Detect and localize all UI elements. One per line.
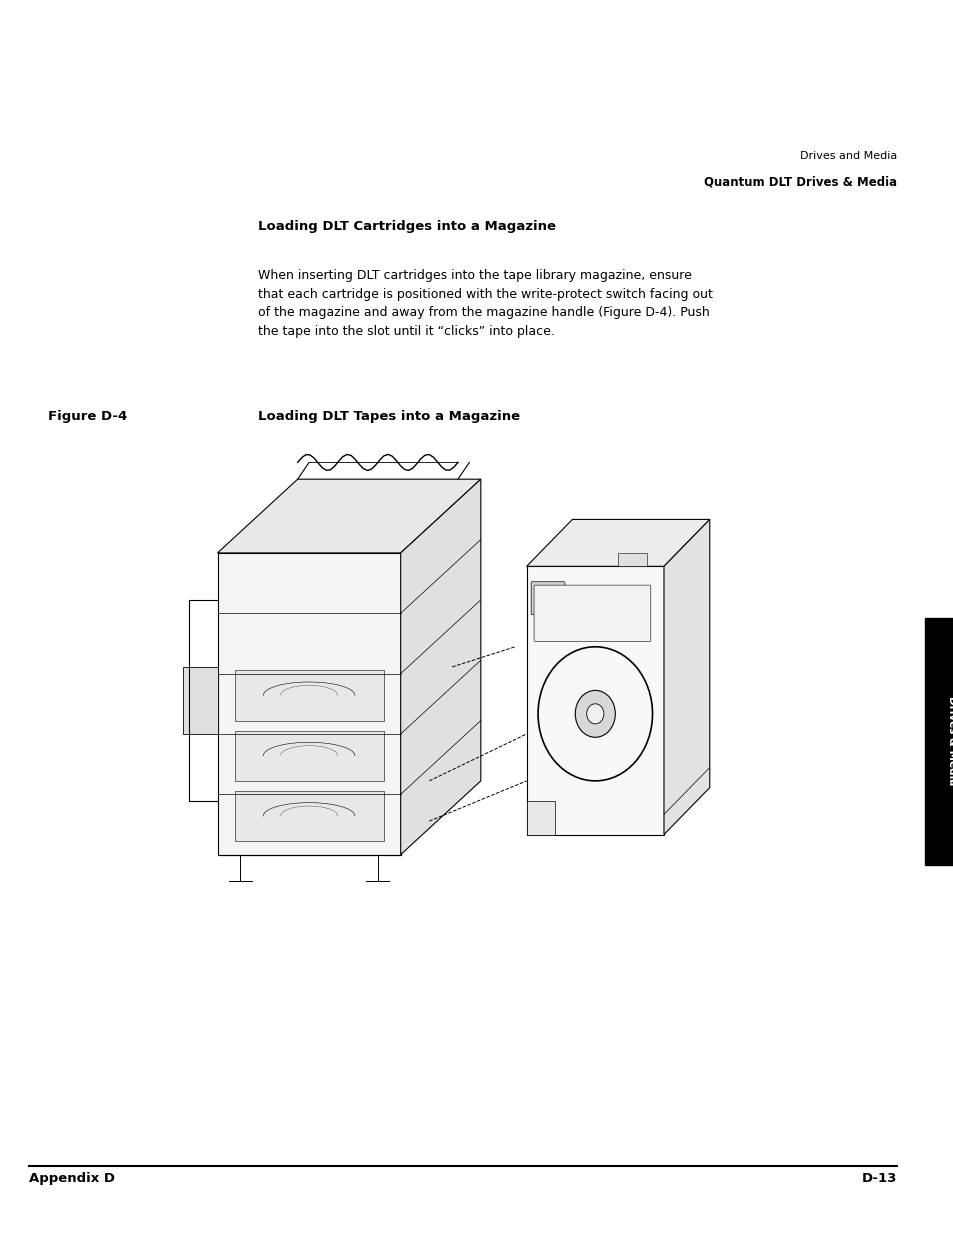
Text: Loading DLT Tapes into a Magazine: Loading DLT Tapes into a Magazine	[257, 410, 519, 424]
Polygon shape	[663, 520, 709, 835]
Text: Quantum DLT Drives & Media: Quantum DLT Drives & Media	[703, 175, 896, 189]
Text: Appendix D: Appendix D	[29, 1172, 114, 1184]
Text: D-13: D-13	[861, 1172, 896, 1184]
Circle shape	[575, 690, 615, 737]
Polygon shape	[217, 553, 400, 855]
Text: Figure D-4: Figure D-4	[48, 410, 127, 424]
Polygon shape	[526, 802, 555, 835]
Text: Loading DLT Cartridges into a Magazine: Loading DLT Cartridges into a Magazine	[257, 220, 555, 233]
Text: Drives and Media: Drives and Media	[799, 151, 896, 161]
Polygon shape	[183, 667, 217, 734]
Polygon shape	[400, 479, 480, 855]
FancyBboxPatch shape	[534, 585, 650, 641]
Text: Drives & Media: Drives & Media	[945, 697, 953, 785]
Polygon shape	[234, 731, 383, 781]
Polygon shape	[618, 553, 646, 567]
Polygon shape	[217, 479, 480, 553]
Polygon shape	[526, 520, 709, 567]
Polygon shape	[526, 567, 663, 835]
Polygon shape	[234, 790, 383, 841]
Circle shape	[586, 704, 603, 724]
Text: When inserting DLT cartridges into the tape library magazine, ensure
that each c: When inserting DLT cartridges into the t…	[257, 269, 712, 337]
FancyBboxPatch shape	[924, 618, 953, 864]
FancyBboxPatch shape	[531, 582, 564, 615]
Polygon shape	[234, 671, 383, 720]
